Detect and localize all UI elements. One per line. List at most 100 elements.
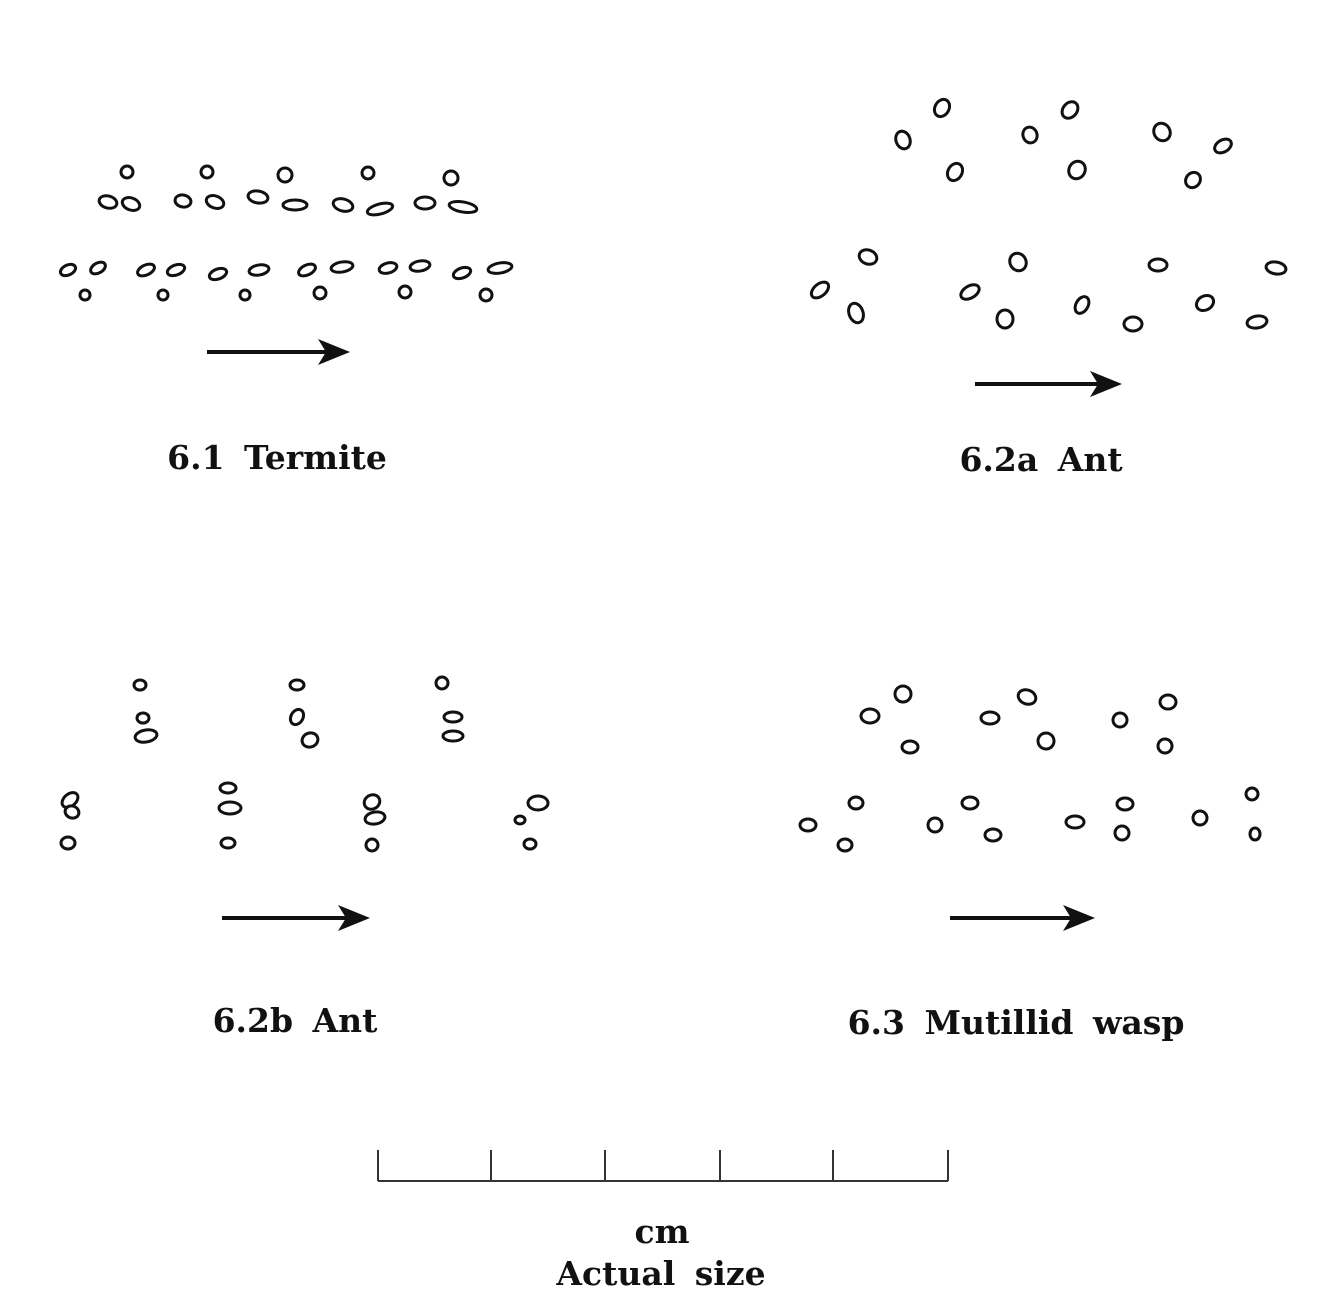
footprint: [1060, 100, 1080, 120]
figure-label: 6.2b Ant: [213, 1001, 379, 1040]
scale-unit: cm: [634, 1212, 689, 1251]
footprint: [362, 793, 382, 811]
footprint: [276, 166, 294, 184]
scale-bar: [377, 1150, 949, 1182]
footprint: [932, 97, 952, 119]
footprint: [1184, 170, 1202, 190]
footprint: [120, 196, 142, 212]
footprint: [408, 259, 432, 273]
footprint: [486, 261, 514, 275]
footprint: [522, 837, 538, 851]
footprint: [281, 198, 309, 212]
footprint: [1245, 314, 1269, 330]
footprint: [434, 675, 450, 691]
footprint: [60, 791, 80, 809]
footprint: [847, 301, 865, 325]
footprint: [363, 810, 387, 826]
footprint: [89, 260, 107, 276]
footprints: [58, 97, 1288, 853]
footprint: [1115, 796, 1135, 812]
footprint: [995, 308, 1015, 330]
footprint: [451, 265, 473, 281]
footprint: [1194, 293, 1216, 313]
footprint: [836, 837, 854, 853]
footprint: [945, 161, 965, 183]
footprint: [207, 266, 229, 282]
direction-arrow: [950, 905, 1095, 931]
footprint: [1073, 295, 1091, 315]
direction-arrow: [207, 339, 350, 365]
footprint: [365, 201, 395, 217]
footprint: [218, 781, 238, 795]
direction-arrow: [222, 905, 370, 931]
footprint: [1147, 257, 1169, 273]
footprint: [300, 731, 320, 749]
footprint: [1264, 260, 1288, 276]
footprint: [441, 729, 465, 743]
footprint: [377, 261, 399, 275]
footprint: [63, 804, 81, 820]
footprint: [809, 280, 831, 300]
footprint: [156, 288, 170, 302]
footprint: [217, 800, 243, 816]
footprint: [246, 189, 270, 205]
footprint: [119, 164, 135, 180]
footprint: [1248, 826, 1262, 842]
footprint: [297, 262, 317, 278]
footprint: [1156, 737, 1174, 755]
footprint: [165, 262, 187, 278]
footprint: [1213, 137, 1233, 155]
footprint: [1191, 809, 1209, 827]
footprint: [959, 283, 981, 301]
footprint: [893, 684, 913, 704]
footprint: [857, 248, 879, 266]
footprint: [133, 728, 159, 744]
footprint: [364, 837, 380, 853]
footprint: [1036, 731, 1056, 751]
footprint: [1111, 711, 1129, 729]
footprint: [135, 711, 151, 725]
footprint: [526, 794, 550, 812]
footprint: [1016, 688, 1038, 706]
footprint: [513, 814, 527, 826]
footprint: [329, 260, 355, 274]
footprint: [442, 169, 460, 187]
footprint: [1067, 159, 1087, 181]
footprint: [59, 835, 77, 851]
figure-label: 6.1 Termite: [167, 438, 387, 477]
scale-caption: Actual size: [555, 1254, 765, 1291]
footprint: [478, 287, 494, 303]
footprint: [1021, 125, 1039, 145]
footprint: [442, 710, 464, 724]
footprint: [397, 284, 413, 300]
footprint: [1152, 121, 1172, 143]
footprint: [1064, 814, 1086, 830]
footprint: [1008, 251, 1028, 273]
footprint: [331, 197, 355, 213]
footprint: [219, 836, 237, 850]
footprint: [288, 678, 306, 692]
footprint: [859, 707, 881, 725]
footprint: [983, 827, 1003, 843]
footprint: [204, 194, 226, 210]
footprint: [312, 285, 328, 301]
footprint: [78, 288, 92, 302]
footprint: [798, 817, 818, 833]
footprint: [288, 707, 306, 727]
figure-label: 6.3 Mutillid wasp: [848, 1003, 1185, 1042]
footprint: [247, 263, 271, 277]
footprint: [1158, 693, 1178, 711]
direction-arrow: [975, 371, 1122, 397]
footprint: [1244, 786, 1260, 802]
footprint: [360, 165, 376, 181]
footprint: [132, 678, 148, 692]
footprint: [1122, 315, 1144, 333]
footprint: [894, 129, 912, 151]
footprint: [238, 288, 252, 302]
footprint: [847, 795, 865, 811]
footprint: [960, 795, 980, 811]
footprint: [413, 195, 437, 211]
footprint: [926, 816, 944, 834]
footprint: [979, 710, 1001, 726]
